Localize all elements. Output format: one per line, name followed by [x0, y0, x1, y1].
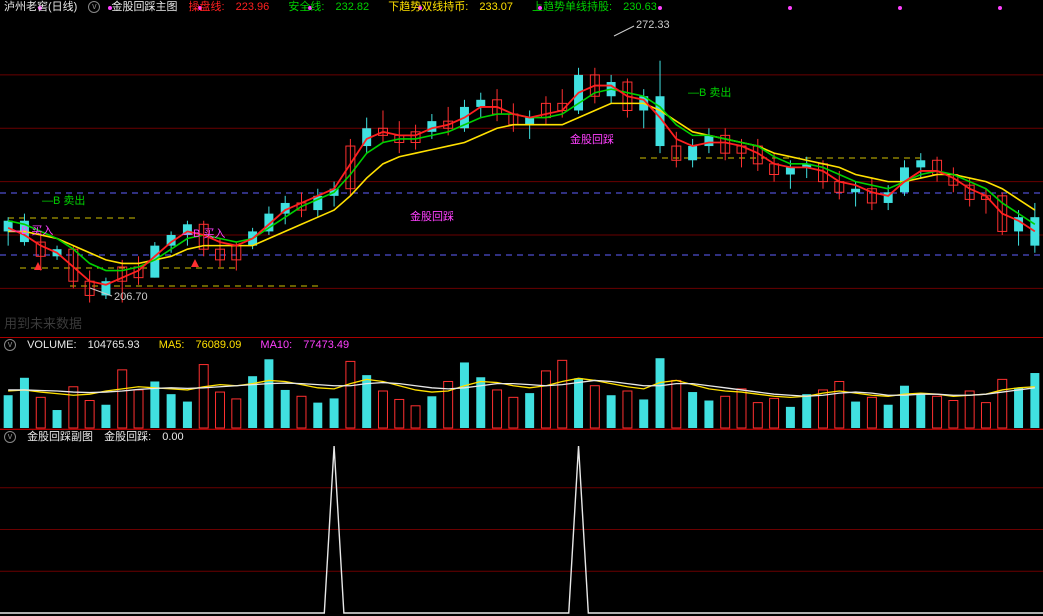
chart-annotation: —B 卖出: [688, 84, 731, 100]
vol-item-2: MA10: 77473.49: [260, 339, 357, 351]
sub-indicator-name: 金股回踩副图: [27, 431, 93, 443]
indicator-name: 金股回踩主图: [111, 1, 177, 13]
chart-annotation: —B 卖出: [42, 192, 85, 208]
watermark: 用到未来数据: [4, 313, 82, 332]
sub-item-0: 金股回踩: 0.00: [104, 431, 192, 443]
volume-panel[interactable]: v VOLUME: 104765.93 MA5: 76089.09 MA10: …: [0, 337, 1043, 430]
collapse-icon[interactable]: v: [4, 431, 16, 443]
chart-annotation: —B 买入: [10, 222, 53, 238]
sub-chart-svg: [0, 430, 1043, 616]
svg-text:272.33: 272.33: [636, 19, 670, 31]
sub-header: v 金股回踩副图 金股回踩: 0.00: [4, 430, 200, 444]
volume-header: v VOLUME: 104765.93 MA5: 76089.09 MA10: …: [4, 338, 365, 352]
vol-item-1: MA5: 76089.09: [159, 339, 250, 351]
hdr-item-0: 操盘线: 223.96: [189, 1, 278, 13]
svg-text:206.70: 206.70: [114, 291, 148, 303]
hdr-item-1: 安全线: 232.82: [288, 1, 377, 13]
chart-annotation: —B 买入: [182, 225, 225, 241]
hdr-item-2: 下趋势双线持币: 233.07: [388, 1, 521, 13]
main-chart-svg: 272.33 206.70: [0, 0, 1043, 337]
hdr-item-3: 上趋势单线持股: 230.63: [532, 1, 665, 13]
stock-title: 泸州老窖(日线): [4, 1, 77, 13]
chart-annotation: 金股回踩: [410, 208, 454, 224]
chart-annotation: 金股回踩: [570, 131, 614, 147]
main-chart-panel[interactable]: 泸州老窖(日线) v 金股回踩主图 操盘线: 223.96 安全线: 232.8…: [0, 0, 1043, 337]
main-header: 泸州老窖(日线) v 金股回踩主图 操盘线: 223.96 安全线: 232.8…: [4, 0, 673, 14]
collapse-icon[interactable]: v: [4, 339, 16, 351]
sub-indicator-panel[interactable]: v 金股回踩副图 金股回踩: 0.00: [0, 429, 1043, 616]
collapse-icon[interactable]: v: [88, 1, 100, 13]
vol-item-0: VOLUME: 104765.93: [27, 339, 148, 351]
